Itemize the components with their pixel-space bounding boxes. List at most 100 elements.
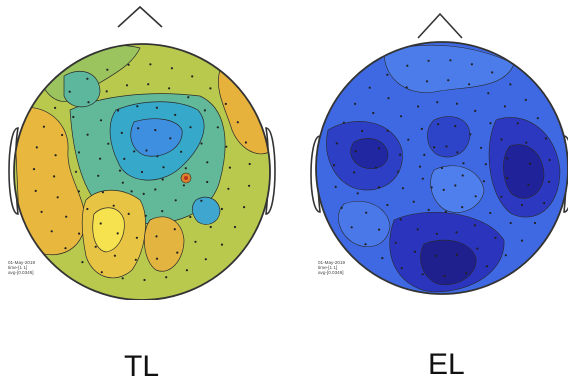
- electrode-dot: [533, 221, 537, 225]
- electrode-dot: [86, 77, 89, 80]
- electrode-dot: [244, 141, 247, 144]
- electrode-dot: [191, 75, 194, 78]
- electrode-dot: [94, 245, 97, 248]
- topomap-el: [284, 0, 568, 300]
- electrode-dot: [72, 115, 75, 119]
- electrode-dot: [174, 113, 177, 116]
- electrode-dot: [54, 106, 57, 109]
- scalp-field: [14, 44, 270, 300]
- electrode-dot: [182, 184, 185, 187]
- electrode-dot: [86, 207, 89, 211]
- electrode-dot: [147, 83, 150, 86]
- electrode-dot: [516, 122, 519, 125]
- electrode-dot: [236, 121, 239, 124]
- electrode-dot: [506, 176, 509, 180]
- electrode-dot: [399, 115, 403, 118]
- electrode-dot: [386, 203, 389, 207]
- region-bottom-right-orange: [143, 216, 185, 272]
- electrode-dot: [527, 183, 530, 186]
- electrode-dot: [121, 181, 124, 184]
- region-left-dark: [350, 138, 389, 169]
- electrode-dot: [227, 187, 230, 190]
- electrode-dot: [400, 267, 403, 270]
- nose-icon: [417, 12, 463, 39]
- electrode-dot: [494, 236, 497, 239]
- electrode-dot: [418, 165, 422, 168]
- head-outline: [13, 43, 271, 300]
- nose-icon: [117, 5, 163, 28]
- electrode-dot: [233, 225, 237, 229]
- meta-avg: avg-[0.0346]: [318, 270, 344, 276]
- electrode-dot: [342, 121, 345, 124]
- electrode-dot: [248, 162, 251, 166]
- electrode-dot: [121, 277, 124, 280]
- electrode-dot: [509, 83, 512, 86]
- electrode-dot: [209, 225, 212, 229]
- electrode-dot: [127, 63, 130, 66]
- electrode-dot: [425, 80, 429, 83]
- electrode-dot: [430, 186, 433, 189]
- electrode-dot: [386, 129, 389, 132]
- electrode-dot: [442, 188, 445, 191]
- electrode-dot: [489, 211, 492, 215]
- electrode-dot: [113, 254, 116, 257]
- electrode-dot: [125, 84, 129, 87]
- electrode-dot: [474, 195, 477, 198]
- electrode-dot: [461, 174, 464, 177]
- head-outline: [315, 41, 568, 295]
- electrode-dot: [174, 199, 177, 202]
- electrode-dot: [134, 258, 137, 261]
- electrode-dot: [35, 146, 38, 149]
- electrode-dot: [440, 166, 444, 170]
- electrode-dot: [161, 210, 164, 213]
- electrode-dot: [454, 184, 457, 187]
- electrode-dot: [528, 162, 531, 165]
- hotspot-core: [184, 176, 188, 180]
- electrode-dot: [116, 232, 119, 235]
- electrode-dot: [544, 137, 547, 140]
- electrode-dot: [480, 146, 483, 149]
- electrode-dot: [127, 212, 130, 215]
- electrode-dot: [455, 253, 459, 256]
- electrode-dot: [520, 239, 524, 242]
- electrode-dot: [140, 170, 144, 174]
- electrode-dot: [412, 200, 415, 203]
- electrode-dot: [399, 218, 402, 221]
- electrode-dot: [99, 157, 102, 160]
- electrode-dot: [112, 204, 115, 207]
- electrode-dot: [401, 187, 404, 190]
- region-bottom-bright: [92, 207, 125, 253]
- electrode-dot: [394, 241, 397, 244]
- electrode-dot: [473, 224, 476, 227]
- meta-time: time-[1 1]: [318, 265, 338, 271]
- electrode-dot: [503, 105, 506, 108]
- electrode-dot: [161, 178, 164, 181]
- electrode-dot: [117, 109, 120, 112]
- electrode-dot: [377, 147, 381, 150]
- scalp-field: [316, 42, 568, 294]
- electrode-dot: [216, 126, 219, 129]
- electrode-dot: [491, 71, 494, 74]
- electrode-dot: [470, 63, 473, 66]
- electrode-dot: [372, 111, 375, 115]
- electrode-dot: [123, 157, 126, 160]
- electrode-dot: [427, 59, 430, 62]
- region-center-light: [430, 165, 485, 213]
- electrode-dot: [200, 142, 203, 145]
- electrode-dot: [156, 155, 159, 158]
- meta-avg: avg-[0.0346]: [8, 270, 34, 276]
- electrode-dot: [482, 180, 485, 183]
- electrode-dot: [386, 73, 389, 76]
- electrode-dot: [445, 145, 448, 148]
- electrode-dot: [189, 126, 192, 129]
- electrode-dot: [543, 202, 546, 205]
- electrode-dot: [364, 243, 367, 246]
- electrode-dot: [433, 146, 436, 149]
- electrode-dot: [144, 214, 147, 217]
- electrode-dot: [56, 196, 59, 199]
- electrode-dot: [143, 278, 146, 282]
- electrode-dot: [435, 232, 438, 235]
- region-center-blue: [130, 118, 183, 157]
- electrode-dot: [437, 123, 440, 126]
- electrode-dot: [169, 137, 172, 140]
